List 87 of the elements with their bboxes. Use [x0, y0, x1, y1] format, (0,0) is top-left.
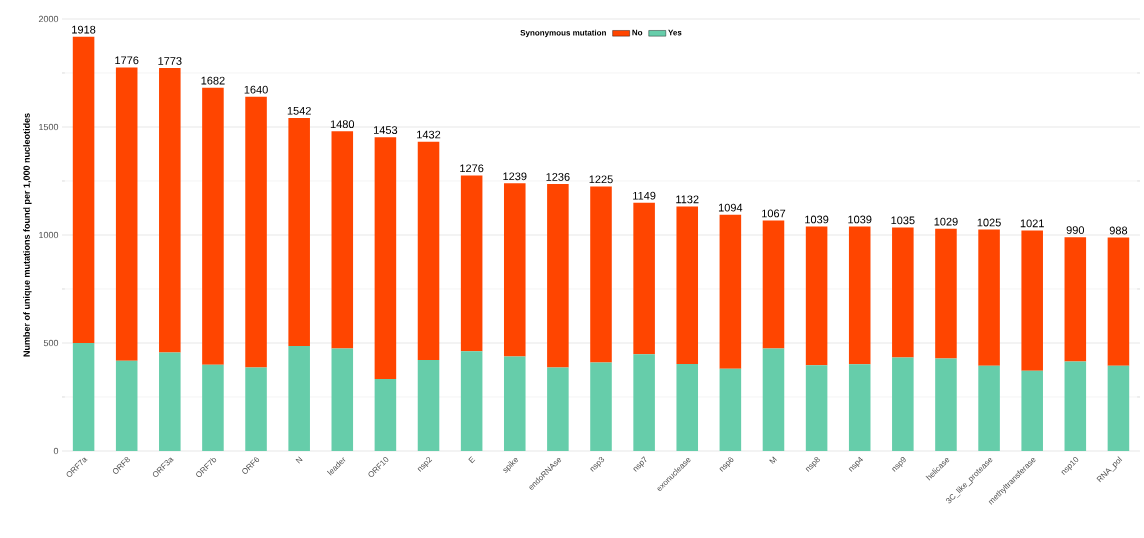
bar [805, 226, 828, 366]
bar [374, 379, 397, 451]
bar [288, 346, 310, 451]
bar [892, 227, 914, 358]
total-label: 1035 [891, 216, 915, 225]
bar [848, 364, 871, 451]
total-label: 1480 [330, 120, 355, 129]
y-tick-label: 500 [43, 339, 59, 347]
bar [202, 364, 224, 451]
bar [503, 356, 526, 451]
total-label: 1067 [762, 209, 786, 218]
total-label: 1039 [805, 215, 829, 224]
bar [331, 131, 354, 349]
total-label: 1236 [546, 173, 570, 181]
total-label: 1025 [977, 218, 1001, 227]
total-label: 1918 [72, 25, 96, 34]
legend-title: Synonymous mutation [520, 29, 606, 38]
bar [590, 362, 612, 451]
bar [72, 342, 95, 451]
bar [288, 117, 310, 347]
total-label: 1021 [1020, 219, 1044, 228]
bar [245, 96, 267, 368]
bar [848, 226, 871, 365]
x-tick-label: N [295, 456, 303, 464]
bar [719, 214, 742, 369]
bar [719, 368, 742, 451]
total-label: 988 [1109, 226, 1128, 235]
total-label: 1039 [848, 215, 872, 224]
bar [676, 206, 699, 364]
bar [762, 348, 785, 451]
total-label: 1432 [417, 130, 441, 139]
total-label: 1029 [934, 217, 958, 226]
bar [547, 184, 569, 368]
x-tick-label: M [769, 456, 777, 465]
total-label: 1640 [244, 85, 268, 94]
y-axis-title: Number of unique mutations found per 1,000 nucleotides [23, 113, 32, 357]
bar [115, 67, 138, 361]
legend-label: Yes [668, 29, 682, 36]
y-tick-label: 0 [53, 447, 59, 455]
total-label: 1094 [718, 203, 743, 212]
total-label: 1239 [503, 172, 527, 181]
bar [331, 348, 354, 451]
bar [503, 183, 526, 357]
total-label: 990 [1066, 226, 1085, 234]
x-tick-label: E [468, 456, 476, 464]
bar [245, 367, 267, 451]
bar [1021, 230, 1043, 371]
bar [1064, 237, 1087, 362]
bar [417, 360, 440, 451]
bar [633, 354, 655, 451]
total-label: 1132 [676, 195, 699, 204]
bar [978, 229, 1000, 366]
total-label: 1542 [287, 106, 311, 115]
bar [417, 141, 440, 361]
bar [935, 228, 957, 359]
bar [1064, 361, 1087, 451]
y-tick-label: 1500 [39, 123, 59, 131]
bar [676, 363, 699, 451]
total-label: 1773 [158, 57, 182, 65]
bar [892, 357, 914, 451]
bar [590, 186, 612, 363]
bar [1107, 365, 1130, 451]
total-label: 1453 [374, 126, 398, 134]
bar [460, 175, 483, 352]
bar [805, 365, 828, 451]
bar [547, 367, 569, 451]
bar [159, 352, 181, 451]
bar [202, 87, 224, 365]
total-label: 1776 [115, 56, 139, 65]
bar [374, 137, 397, 380]
bar [159, 68, 181, 353]
total-label: 1276 [460, 164, 484, 173]
bar [115, 360, 138, 451]
total-label: 1682 [201, 76, 225, 85]
bar [935, 358, 957, 451]
bar [72, 36, 95, 343]
total-label: 1225 [589, 175, 613, 184]
y-tick-label: 2000 [38, 15, 59, 23]
bar [762, 220, 785, 349]
bar [633, 202, 655, 355]
total-label: 1149 [633, 191, 656, 200]
bar [1021, 370, 1043, 451]
y-tick-label: 1000 [39, 231, 59, 239]
bar [460, 351, 483, 451]
legend-label: No [632, 29, 643, 36]
bar [1107, 237, 1130, 366]
bar [978, 365, 1000, 451]
